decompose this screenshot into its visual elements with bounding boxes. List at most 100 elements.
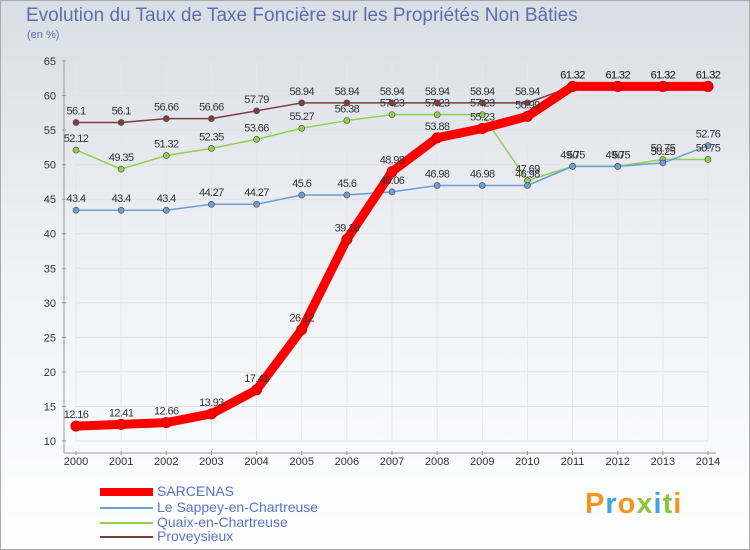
data-label: 57.23 [425,98,450,110]
data-label: 13.93 [199,397,224,409]
x-tick-label: 2001 [109,456,133,468]
data-label: 55.27 [289,111,314,123]
data-label: 57.23 [470,98,495,110]
legend-swatch [100,536,153,538]
data-point [341,233,353,245]
data-point [702,80,714,92]
data-point [162,206,170,214]
data-point [253,107,260,115]
logo-letter: i [653,488,663,520]
x-tick-label: 2006 [335,456,359,468]
y-tick-label: 40 [44,229,56,241]
data-point [657,80,669,92]
data-point [72,146,80,154]
data-label: 50 [612,149,624,161]
data-label: 52.35 [199,131,224,143]
data-label: 56.38 [335,104,360,116]
data-label: 52.12 [64,133,89,145]
axes: 10 15 20 25 30 35 40 45 50 55 60 65 2000 2001 2002 2003… [44,56,720,468]
data-label: 56.1 [112,105,131,117]
data-point [298,124,306,132]
data-point [433,182,441,189]
data-label: 43.4 [112,193,131,205]
data-label: 51.32 [154,139,179,151]
data-labels: 56.1 56.1 56.66 56.66 57.79 58.94 58.94 58.94 58… [64,69,722,421]
y-tick-label: 15 [44,401,56,413]
y-tick-label: 35 [44,263,56,275]
data-point [478,111,486,119]
x-tick-label: 2011 [561,456,585,468]
data-point [70,420,82,432]
data-label: 53.66 [244,122,269,134]
data-point [162,152,170,159]
data-point [298,191,306,199]
legend-swatch [100,507,153,509]
x-tick-label: 2008 [425,456,449,468]
data-point [205,408,217,420]
data-point [298,99,306,107]
data-label: 44.27 [244,187,269,199]
y-tick-label: 45 [44,194,56,206]
legend-swatch [100,522,153,524]
x-tick-label: 2005 [289,456,313,468]
data-label: 58.94 [335,86,360,98]
legend-label: Proveysieux [157,528,234,544]
data-label: 58.94 [289,86,314,98]
data-label: 46.06 [380,175,405,187]
data-label: 61.32 [696,69,721,81]
y-tick-label: 60 [44,91,56,103]
data-label: 49.35 [109,152,134,164]
legend-label: SARCENAS [157,483,235,499]
data-label: 43.4 [157,193,176,205]
logo-letter: x [636,488,654,520]
data-point [431,132,443,144]
data-point [388,188,396,196]
data-point [569,163,576,170]
data-label: 50.25 [651,146,676,158]
proxiti-logo: Proxiti [585,488,682,521]
logo-letter: o [617,488,637,520]
chart-title: Evolution du Taux de Taxe Foncière sur l… [26,5,578,26]
logo-letter: t [662,488,674,520]
data-point [659,159,667,167]
y-tick-label: 25 [44,332,56,344]
data-label: 46.98 [515,169,540,181]
data-label: 57.23 [380,98,405,110]
data-label: 56.99 [515,99,540,111]
data-label: 43.4 [66,193,85,205]
data-label: 50 [567,149,579,161]
data-point [72,119,80,126]
data-point [478,182,486,189]
data-label: 49.75 [560,149,585,161]
legend-label: Quaix-en-Chartreuse [157,514,288,530]
y-tick-label: 20 [44,367,56,379]
data-point [72,206,80,214]
y-tick-label: 65 [44,56,56,68]
data-label: 50.75 [696,142,721,154]
data-label: 58.94 [470,86,495,98]
data-label: 56.66 [199,102,224,114]
data-label: 44.27 [199,187,224,199]
data-label: 56.66 [154,102,179,114]
data-point [386,166,398,178]
data-label: 12.41 [109,407,134,419]
x-tick-label: 2000 [64,456,88,468]
data-point [521,110,533,122]
data-point [253,200,260,208]
data-point [614,163,622,170]
data-point [388,99,396,107]
data-point [251,384,263,396]
data-label: 48.98 [380,155,405,167]
data-label: 45.6 [292,178,311,190]
data-label: 53.88 [425,121,450,133]
logo-letter: i [673,488,683,520]
data-point [117,165,125,173]
data-point [160,417,172,429]
data-label: 46.98 [425,169,450,181]
data-label: 55.23 [470,112,495,124]
data-point [296,324,308,336]
data-label: 12.16 [64,409,89,421]
x-tick-label: 2009 [470,456,494,468]
